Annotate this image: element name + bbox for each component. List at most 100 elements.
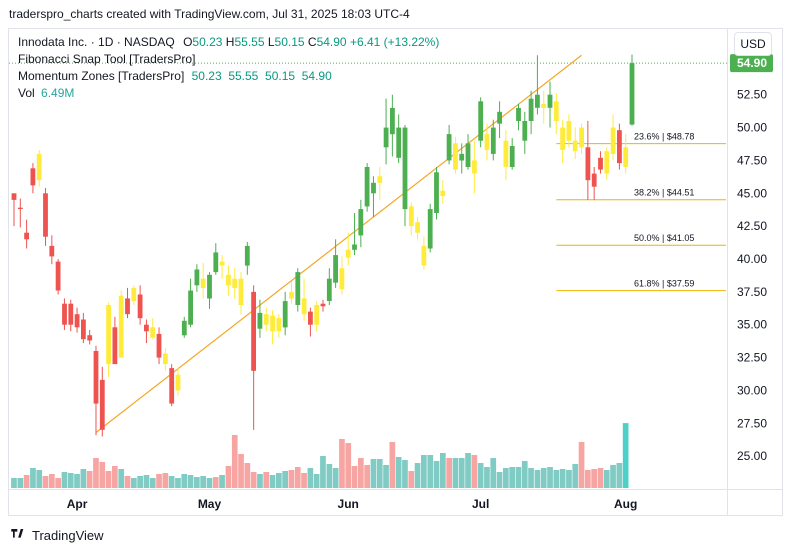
symbol-label[interactable]: Innodata Inc. · 1D · NASDAQ xyxy=(18,35,175,49)
candle-body xyxy=(352,244,357,250)
candle-body xyxy=(497,111,502,124)
volume-bar xyxy=(534,470,541,488)
chart-frame[interactable] xyxy=(8,28,783,516)
volume-bar xyxy=(307,468,314,488)
volume-bar xyxy=(67,473,74,488)
volume-bar xyxy=(162,473,169,488)
volume-bar xyxy=(301,473,307,488)
volume-bar xyxy=(49,474,55,488)
volume-bar xyxy=(143,475,150,488)
y-tick-label: 50.00 xyxy=(737,121,767,135)
volume-bar xyxy=(566,470,572,488)
volume-bar xyxy=(124,476,131,488)
candle-body xyxy=(270,315,275,332)
volume-bar xyxy=(603,470,610,488)
candle-body xyxy=(93,351,99,404)
candle-body xyxy=(560,127,565,150)
volume-bar xyxy=(521,461,528,488)
candle-body xyxy=(68,303,74,325)
volume-bar xyxy=(452,458,459,488)
candle-body xyxy=(478,101,484,141)
x-tick-label: Apr xyxy=(67,497,88,511)
volume-bar xyxy=(11,478,17,488)
y-tick-label: 27.50 xyxy=(737,416,767,430)
candle-body xyxy=(472,160,477,174)
volume-bar xyxy=(515,467,522,488)
volume-bar xyxy=(225,466,232,488)
fib-indicator-label[interactable]: Fibonacci Snap Tool [TradersPro] xyxy=(18,52,196,66)
candle-body xyxy=(320,303,326,307)
volume-bar xyxy=(263,472,270,488)
volume-bar xyxy=(414,463,421,488)
volume-bar xyxy=(389,442,396,488)
candle-body xyxy=(131,287,137,301)
candle-body xyxy=(553,101,559,121)
legend-ohlc-row[interactable]: Innodata Inc. · 1D · NASDAQ O50.23 H55.5… xyxy=(18,34,439,51)
candle-body xyxy=(604,151,610,174)
volume-bar xyxy=(168,476,175,488)
volume-bar xyxy=(276,473,282,488)
volume-bar xyxy=(616,463,623,488)
momentum-indicator-values: 50.23 55.55 50.15 54.90 xyxy=(191,69,332,83)
candle-body xyxy=(333,255,338,283)
volume-bar xyxy=(458,458,465,488)
volume-bar xyxy=(351,466,358,488)
volume-bar xyxy=(465,453,471,488)
candle-body xyxy=(383,127,389,148)
tradingview-logo-icon xyxy=(11,529,24,538)
volume-bar xyxy=(231,435,238,488)
candle-body xyxy=(30,168,36,186)
volume-bar xyxy=(559,469,566,488)
volume-bar xyxy=(99,462,106,488)
volume-bar xyxy=(446,458,452,488)
candle-body xyxy=(156,333,162,358)
legend-indicator-fib[interactable]: Fibonacci Snap Tool [TradersPro] xyxy=(18,51,439,68)
candle-body xyxy=(11,193,17,200)
volume-bar xyxy=(326,464,333,488)
candle-body xyxy=(623,147,629,167)
volume-bar xyxy=(477,463,484,488)
volume-bar xyxy=(93,458,99,488)
volume-bar xyxy=(206,478,213,488)
candle-body xyxy=(572,140,578,152)
candle-body xyxy=(295,272,301,305)
tradingview-logo[interactable]: TradingView xyxy=(10,528,104,543)
candle-body xyxy=(591,173,597,187)
candle-body xyxy=(371,182,376,194)
volume-label[interactable]: Vol xyxy=(18,86,35,100)
candle-body xyxy=(446,134,452,161)
candle-body xyxy=(213,252,219,273)
candle-body xyxy=(62,303,67,325)
volume-value: 6.49M xyxy=(41,86,75,100)
volume-bar xyxy=(42,476,49,488)
volume-bar xyxy=(503,468,509,488)
x-tick-label: May xyxy=(198,497,222,511)
legend-volume[interactable]: Vol 6.49M xyxy=(18,85,439,102)
close-value: 54.90 xyxy=(316,35,347,49)
volume-bar xyxy=(395,457,402,488)
volume-bar xyxy=(238,454,244,488)
volume-bar xyxy=(427,455,434,488)
volume-bar xyxy=(36,470,43,488)
volume-bar xyxy=(610,465,616,488)
y-tick-label: 42.50 xyxy=(737,219,767,233)
candle-body xyxy=(112,327,118,365)
candle-body xyxy=(314,305,320,325)
candle-body xyxy=(24,232,29,240)
fib-level-label: 23.6% | $48.78 xyxy=(634,132,694,142)
volume-bar xyxy=(219,475,225,488)
volume-bar xyxy=(212,477,219,488)
currency-button[interactable]: USD xyxy=(734,32,772,56)
volume-bar xyxy=(181,474,188,488)
candle-body xyxy=(440,190,446,196)
fib-level-label: 38.2% | $44.51 xyxy=(634,188,694,198)
momentum-indicator-label[interactable]: Momentum Zones [TradersPro] xyxy=(18,69,185,83)
candle-body xyxy=(339,268,345,290)
candle-body xyxy=(99,379,105,430)
volume-bar xyxy=(484,467,490,488)
legend-indicator-momentum[interactable]: Momentum Zones [TradersPro] 50.23 55.55 … xyxy=(18,68,439,85)
candle-body xyxy=(118,295,124,358)
y-tick-label: 45.00 xyxy=(737,186,767,200)
candle-body xyxy=(535,94,540,108)
